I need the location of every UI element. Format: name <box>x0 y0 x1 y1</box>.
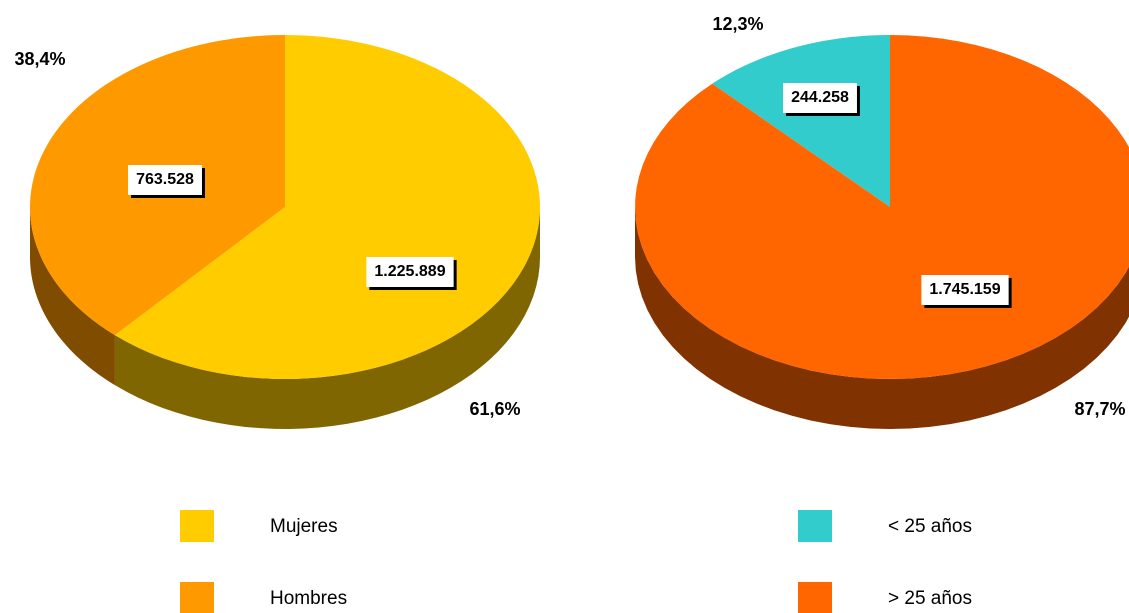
percent-label: 38,4% <box>14 49 65 69</box>
legend-label: Hombres <box>270 588 347 609</box>
value-label-box <box>921 275 1009 305</box>
value-label: 1.225.889 <box>366 257 457 290</box>
legend-label: > 25 años <box>888 588 972 609</box>
value-label-text: 1.745.159 <box>929 281 1000 298</box>
value-label-text: 244.258 <box>791 89 849 106</box>
percent-label: 61,6% <box>469 399 520 419</box>
value-label: 244.258 <box>783 83 860 116</box>
legend-label: Mujeres <box>270 516 338 537</box>
value-label-text: 1.225.889 <box>374 263 445 280</box>
pie-side <box>30 207 115 386</box>
legend-swatch <box>180 582 214 613</box>
value-label: 1.745.159 <box>921 275 1012 308</box>
value-label-box <box>128 165 202 195</box>
legend-swatch <box>798 582 832 613</box>
legend-swatch <box>180 510 214 542</box>
pie-slice <box>712 35 890 207</box>
pie-slice <box>114 35 540 379</box>
percent-label: 87,7% <box>1074 399 1125 419</box>
value-label-box <box>366 257 454 287</box>
pie-side <box>635 207 1129 429</box>
value-label-box <box>783 83 857 113</box>
percent-label: 12,3% <box>712 14 763 34</box>
value-label: 763.528 <box>128 165 205 198</box>
legend-label: < 25 años <box>888 516 972 537</box>
value-label-text: 763.528 <box>136 171 194 188</box>
legend-swatch <box>798 510 832 542</box>
